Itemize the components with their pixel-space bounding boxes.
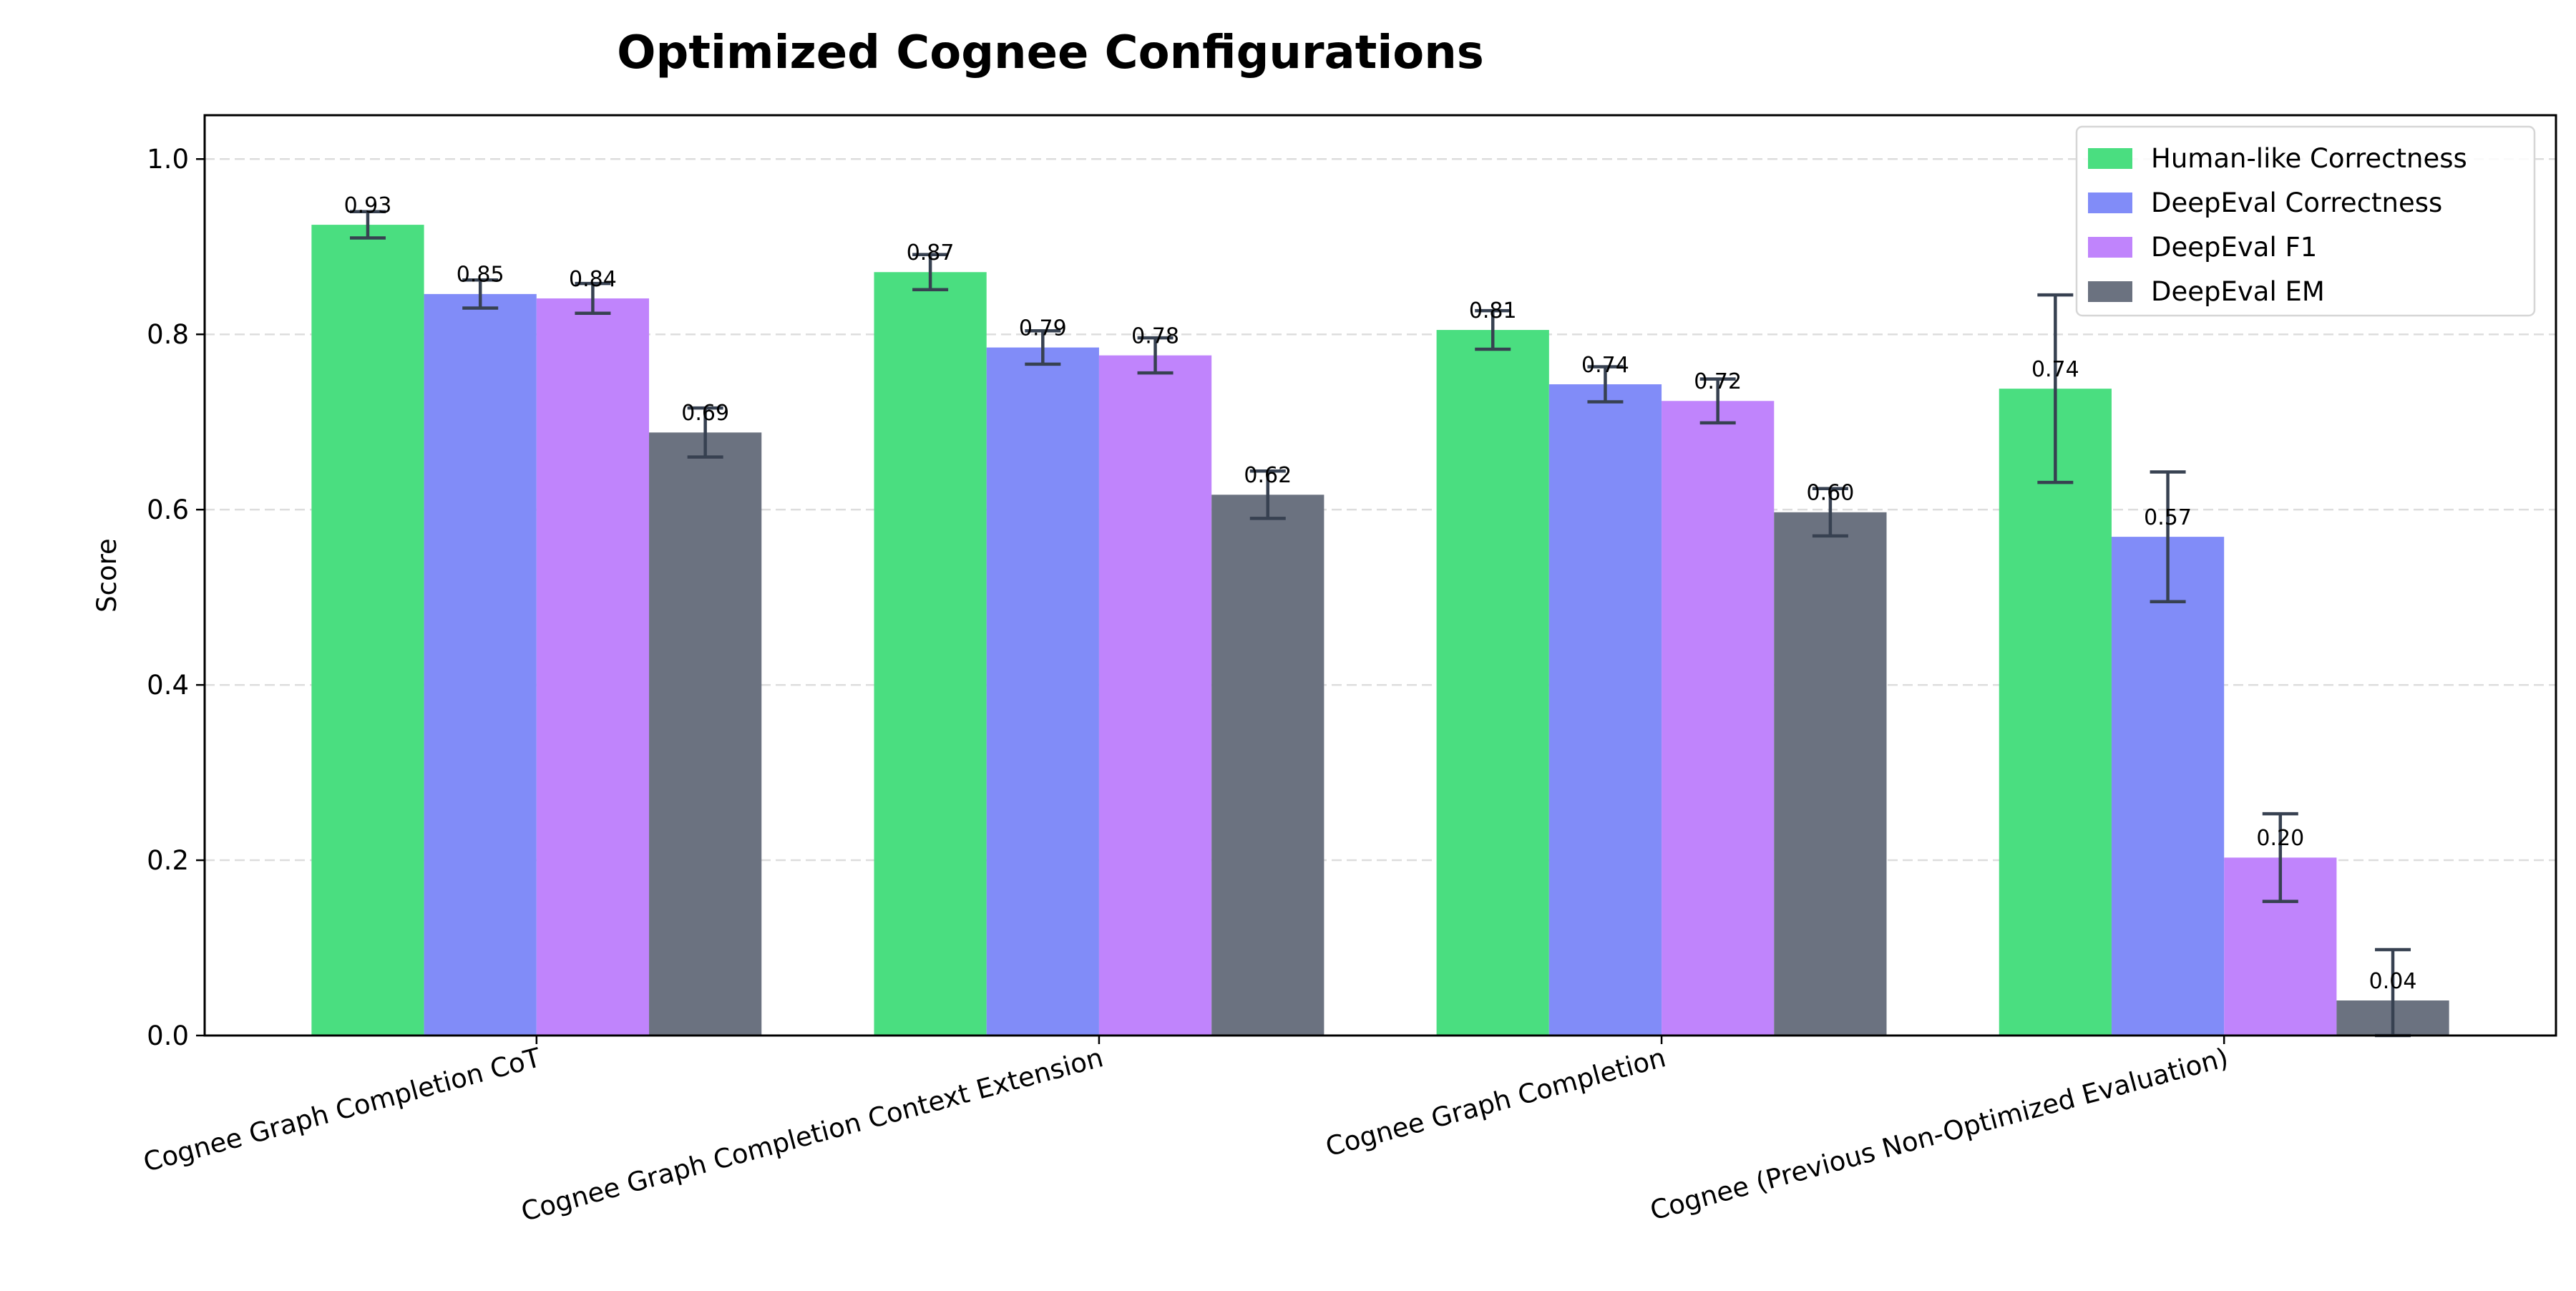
- y-tick-label: 0.6: [147, 495, 189, 525]
- bar: [311, 225, 424, 1036]
- bar-value-label: 0.04: [2369, 969, 2417, 994]
- bar: [1774, 512, 1887, 1036]
- bar: [649, 432, 762, 1036]
- y-axis-label: Score: [92, 538, 122, 613]
- plot-frame: [203, 114, 2557, 1037]
- bar: [1999, 389, 2112, 1036]
- bar-value-label: 0.72: [1694, 369, 1742, 394]
- legend-label: DeepEval Correctness: [2151, 187, 2442, 218]
- legend-label: Human-like Correctness: [2151, 143, 2467, 174]
- x-tick-label: Cognee Graph Completion CoT: [140, 1042, 545, 1178]
- x-tick-label: Cognee Graph Completion Context Extensio…: [518, 1042, 1106, 1227]
- y-tick-label: 0.0: [147, 1020, 189, 1051]
- bar-value-label: 0.78: [1131, 323, 1179, 349]
- bar: [874, 272, 987, 1036]
- bar-value-label: 0.87: [907, 240, 955, 265]
- legend-swatch: [2088, 237, 2132, 258]
- bar: [1098, 355, 1212, 1036]
- bar: [424, 293, 537, 1036]
- y-tick-label: 0.2: [147, 845, 189, 876]
- legend-swatch: [2088, 281, 2132, 302]
- bar: [536, 298, 650, 1036]
- bar: [1436, 330, 1549, 1036]
- chart-title: Optimized Cognee Configurations: [617, 26, 1484, 79]
- bar-value-label: 0.62: [1244, 463, 1292, 488]
- x-tick-label: Cognee Graph Completion: [1322, 1042, 1669, 1162]
- bar-value-label: 0.84: [569, 267, 617, 292]
- bar: [1211, 495, 1324, 1036]
- legend-swatch: [2088, 193, 2132, 213]
- bar-value-label: 0.20: [2256, 826, 2304, 851]
- bar-value-label: 0.60: [1807, 481, 1855, 506]
- bar-value-label: 0.74: [1581, 353, 1629, 378]
- bar: [1548, 384, 1662, 1036]
- bar-value-label: 0.74: [2031, 357, 2079, 382]
- bar-value-label: 0.79: [1019, 316, 1067, 341]
- bar: [1662, 401, 1775, 1036]
- y-tick-label: 0.4: [147, 670, 189, 701]
- bar-value-label: 0.81: [1469, 298, 1517, 323]
- y-tick-label: 1.0: [147, 144, 189, 175]
- bar: [986, 347, 1099, 1036]
- legend-swatch: [2088, 148, 2132, 169]
- bar-value-label: 0.57: [2144, 505, 2192, 530]
- legend-label: DeepEval F1: [2151, 232, 2317, 263]
- x-tick-label: Cognee (Previous Non-Optimized Evaluatio…: [1647, 1042, 2232, 1226]
- y-tick-label: 0.8: [147, 319, 189, 350]
- bar-value-label: 0.69: [681, 401, 729, 426]
- legend-label: DeepEval EM: [2151, 276, 2325, 307]
- bar: [2111, 537, 2225, 1036]
- bar-value-label: 0.85: [457, 263, 504, 288]
- bar-value-label: 0.93: [344, 193, 392, 218]
- legend-box: [2075, 125, 2536, 317]
